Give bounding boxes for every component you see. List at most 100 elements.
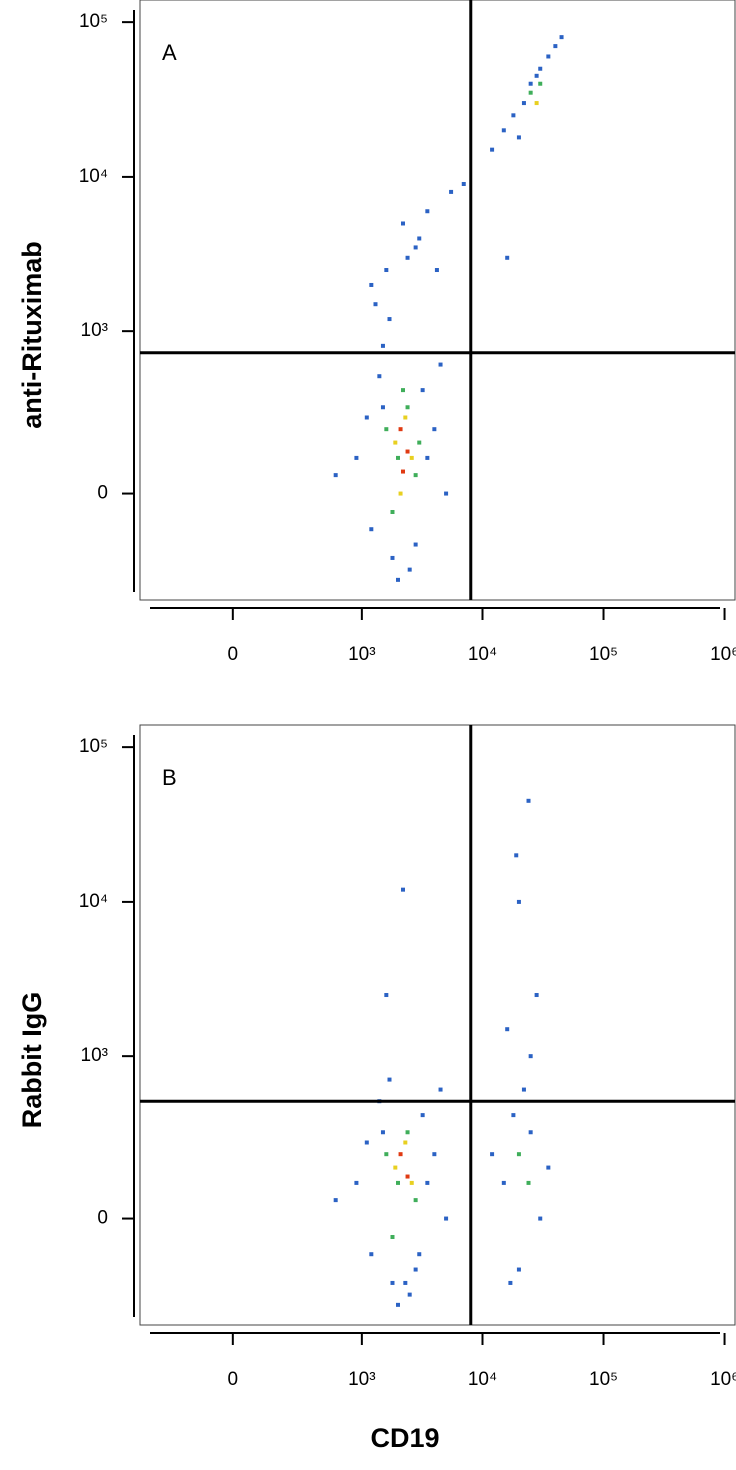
event-dot xyxy=(432,1152,437,1157)
event-dot xyxy=(546,54,551,59)
event-dot xyxy=(407,567,412,572)
event-dot xyxy=(534,993,539,998)
event-dot xyxy=(434,268,439,273)
event-dot xyxy=(390,555,395,560)
event-dot xyxy=(516,1152,521,1157)
event-dot xyxy=(387,1077,392,1082)
x-tick-label: 0 xyxy=(228,644,239,665)
event-dot xyxy=(384,993,389,998)
event-dot xyxy=(398,1152,403,1157)
event-dot xyxy=(403,1280,408,1285)
x-tick-label: 10³ xyxy=(348,644,375,665)
event-dot xyxy=(384,1152,389,1157)
event-dot xyxy=(407,1292,412,1297)
y-axis-title: anti-Rituximab xyxy=(17,241,47,429)
event-dot xyxy=(390,1280,395,1285)
event-dot xyxy=(521,1087,526,1092)
event-dot xyxy=(403,415,408,420)
event-dot xyxy=(380,1130,385,1135)
event-dot xyxy=(559,35,564,40)
event-dot xyxy=(516,1267,521,1272)
event-dot xyxy=(396,1180,401,1185)
event-dot xyxy=(501,128,506,133)
event-dot xyxy=(417,440,422,445)
y-tick-label: 10⁵ xyxy=(79,11,108,32)
event-dot xyxy=(449,189,454,194)
event-dot xyxy=(516,899,521,904)
event-dot xyxy=(380,343,385,348)
event-dot xyxy=(396,1302,401,1307)
event-dot xyxy=(546,1165,551,1170)
event-dot xyxy=(534,101,539,106)
event-dot xyxy=(387,317,392,322)
event-dot xyxy=(398,427,403,432)
event-dot xyxy=(526,1180,531,1185)
event-dot xyxy=(354,455,359,460)
event-dot xyxy=(413,542,418,547)
event-dot xyxy=(377,374,382,379)
x-tick-label: 0 xyxy=(228,1369,239,1390)
event-dot xyxy=(396,455,401,460)
event-dot xyxy=(369,1252,374,1257)
event-dot xyxy=(461,181,466,186)
x-tick-label: 10³ xyxy=(348,1369,375,1390)
event-dot xyxy=(393,440,398,445)
event-dot xyxy=(425,1180,430,1185)
plot-frame xyxy=(139,0,736,601)
event-dot xyxy=(333,473,338,478)
event-dot xyxy=(553,44,558,49)
event-dot xyxy=(333,1198,338,1203)
event-dot xyxy=(528,90,533,95)
event-dot xyxy=(413,1267,418,1272)
x-tick-label: 10⁴ xyxy=(468,644,497,665)
event-dot xyxy=(398,491,403,496)
x-axis-title: CD19 xyxy=(370,1423,439,1453)
event-dot xyxy=(405,1130,410,1135)
event-dot xyxy=(390,1234,395,1239)
event-dot xyxy=(514,853,519,858)
y-tick-label: 0 xyxy=(97,483,108,504)
event-dot xyxy=(413,473,418,478)
event-dot xyxy=(538,66,543,71)
event-dot xyxy=(528,1130,533,1135)
event-dot xyxy=(396,577,401,582)
event-dot xyxy=(420,388,425,393)
event-dot xyxy=(405,1174,410,1179)
event-dot xyxy=(373,302,378,307)
event-dot xyxy=(413,245,418,250)
event-dot xyxy=(516,135,521,140)
event-dot xyxy=(400,887,405,892)
y-tick-label: 10³ xyxy=(81,320,108,341)
event-dot xyxy=(413,1198,418,1203)
event-dot xyxy=(420,1113,425,1118)
event-dot xyxy=(425,209,430,214)
event-dot xyxy=(417,1252,422,1257)
event-dot xyxy=(405,405,410,410)
event-dot xyxy=(444,1216,449,1221)
event-dot xyxy=(354,1180,359,1185)
event-dot xyxy=(369,282,374,287)
event-dot xyxy=(409,1180,414,1185)
event-dot xyxy=(490,147,495,152)
x-tick-label: 10⁴ xyxy=(468,1369,497,1390)
y-tick-label: 0 xyxy=(97,1208,108,1229)
x-tick-label: 10⁶ xyxy=(710,644,736,665)
event-dot xyxy=(384,268,389,273)
event-dot xyxy=(521,101,526,106)
panel-label: A xyxy=(162,40,177,65)
panel-label: B xyxy=(162,765,177,790)
event-dot xyxy=(403,1140,408,1145)
event-dot xyxy=(405,449,410,454)
event-dot xyxy=(511,113,516,118)
x-tick-label: 10⁶ xyxy=(710,1369,736,1390)
event-dot xyxy=(380,405,385,410)
event-dot xyxy=(444,491,449,496)
event-dot xyxy=(505,255,510,260)
x-tick-label: 10⁵ xyxy=(589,1369,618,1390)
event-dot xyxy=(528,81,533,86)
plot-frame xyxy=(139,724,736,1326)
y-tick-label: 10⁴ xyxy=(79,891,108,912)
event-dot xyxy=(508,1280,513,1285)
event-dot xyxy=(432,427,437,432)
